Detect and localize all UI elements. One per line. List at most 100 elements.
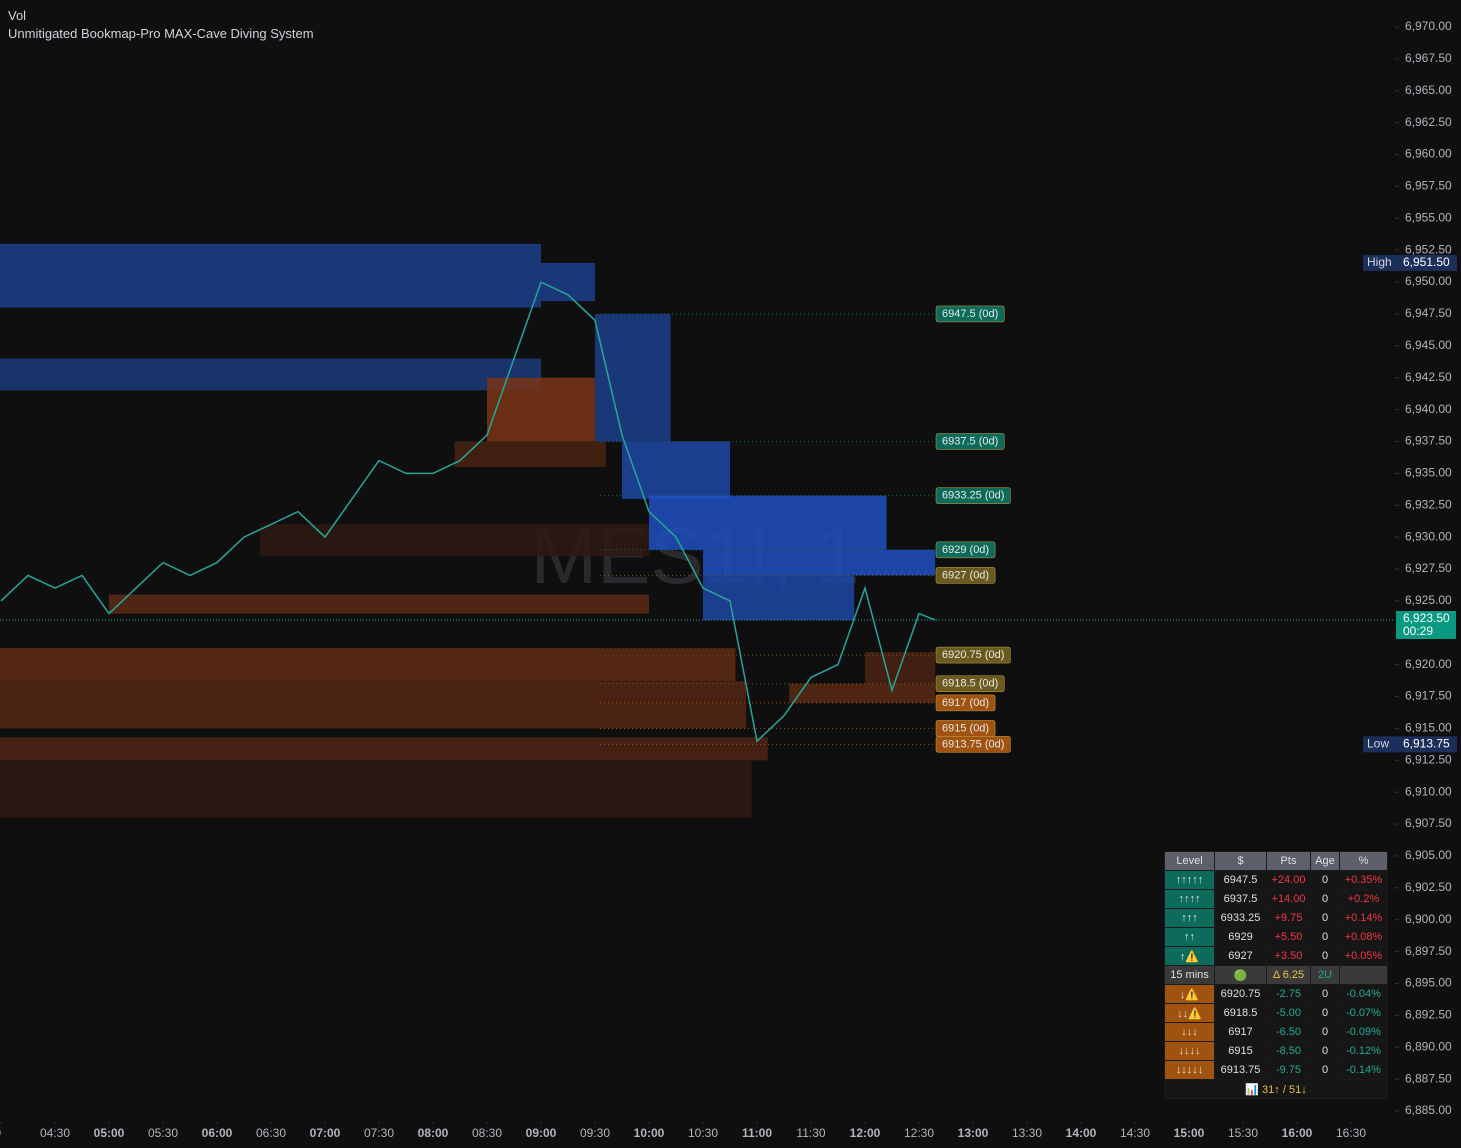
liquidity-zone [454,441,606,467]
x-tick-label: 12:00 [850,1126,881,1140]
y-tick-label: 6,965.00 [1405,83,1452,97]
liquidity-zone [109,594,649,614]
table-cell: +5.50 [1267,928,1310,946]
level-label: 6918.5 (0d) [942,678,998,690]
level-label: 6917 (0d) [942,697,989,709]
high-price: 6,951.50 [1403,255,1450,269]
table-cell: 0 [1311,1042,1339,1060]
level-badge-bg [935,694,996,712]
y-tick-label: 6,905.00 [1405,848,1452,862]
level-badge-bg [935,305,1005,323]
table-cell: 6915 [1215,1042,1266,1060]
table-cell: 0 [1311,928,1339,946]
y-tick-label: 6,892.50 [1405,1008,1452,1022]
table-cell: 0 [1311,1061,1339,1079]
liquidity-zone [649,495,887,550]
table-cell: ↓↓↓ [1165,1023,1214,1041]
level-badge-bg [935,736,1011,753]
liquidity-zone [0,243,541,308]
table-cell: Δ 6.25 [1267,966,1310,984]
level-badge: 6947.5 (0d) [935,305,1005,323]
liquidity-zone [0,737,768,761]
table-cell: -9.75 [1267,1061,1310,1079]
level-label: 6920.75 (0d) [942,649,1004,661]
price-axis-bg [1395,0,1461,1148]
y-tick-label: 6,962.50 [1405,115,1452,129]
liquidity-zone [703,549,936,576]
table-row: ↓⚠️ 6920.75 -2.75 0 -0.04% [1165,985,1387,1003]
level-label: 6933.25 (0d) [942,490,1004,502]
table-row: ↓↓↓↓↓ 6913.75 -9.75 0 -0.14% [1165,1061,1387,1079]
levels-table: Level $ Pts Age% ↑↑↑↑↑ 6947.5 +24.00 0 +0.35% ↑↑↑… [1164,851,1388,1099]
liquidity-zone [0,648,736,682]
low-price: 6,913.75 [1403,737,1450,751]
header-cell: $ [1215,852,1266,870]
y-tick-label: 6,952.50 [1405,242,1452,256]
low-label: Low [1367,737,1389,751]
y-tick-label: 6,937.50 [1405,434,1452,448]
table-row: ↑↑ 6929 +5.50 0 +0.08% [1165,928,1387,946]
y-tick-label: 6,957.50 [1405,179,1452,193]
liquidity-zone [0,358,541,391]
y-tick-label: 6,915.00 [1405,721,1452,735]
table-cell [1340,966,1387,984]
table-cell: 6913.75 [1215,1061,1266,1079]
table-cell: 0 [1311,985,1339,1003]
level-badge: 6917 (0d) [935,694,996,712]
countdown: 00:29 [1403,624,1433,638]
level-badge-bg [935,433,1005,450]
x-tick-label: 09:30 [580,1126,610,1140]
table-cell: 0 [1311,947,1339,965]
x-tick-label: 05:30 [148,1126,178,1140]
table-cell: 0 [1311,909,1339,927]
x-tick-label: 16:00 [1282,1126,1313,1140]
footer-cell: 📊 31↑ / 51↓ [1165,1080,1387,1098]
table-cell: -0.09% [1340,1023,1387,1041]
table-cell: 0 [1311,1023,1339,1041]
table-cell: ↓↓↓↓ [1165,1042,1214,1060]
y-tick-label: 6,927.50 [1405,561,1452,575]
x-tick-label: 14:00 [1066,1126,1097,1140]
liquidity-zone [622,441,730,499]
table-row: ↓↓↓↓ 6915 -8.50 0 -0.12% [1165,1042,1387,1060]
table-cell: -0.07% [1340,1004,1387,1022]
y-tick-label: 6,970.00 [1405,19,1452,33]
x-tick-label: 04:30 [40,1126,70,1140]
y-tick-label: 6,910.00 [1405,784,1452,798]
table-cell: +0.08% [1340,928,1387,946]
table-cell: -8.50 [1267,1042,1310,1060]
last-price-badge [1396,611,1456,640]
level-label: 6915 (0d) [942,722,989,734]
y-tick-label: 6,947.50 [1405,306,1452,320]
table-cell: 6947.5 [1215,871,1266,889]
table-cell: +0.05% [1340,947,1387,965]
table-cell: +14.00 [1267,890,1310,908]
table-cell: 6929 [1215,928,1266,946]
x-tick-label: 09:00 [526,1126,557,1140]
x-tick-label: 13:00 [958,1126,989,1140]
liquidity-zone [0,681,747,729]
header-cell: Age [1311,852,1339,870]
x-tick-label: 07:30 [364,1126,394,1140]
y-tick-label: 6,967.50 [1405,51,1452,65]
table-cell: +0.2% [1340,890,1387,908]
x-tick-label: 06:30 [256,1126,286,1140]
y-tick-label: 6,890.00 [1405,1039,1452,1053]
x-tick-label: 10:30 [688,1126,718,1140]
y-tick-label: 6,945.00 [1405,338,1452,352]
level-badge: 6915 (0d) [935,720,996,737]
subtitle: Unmitigated Bookmap-Pro MAX-Cave Diving … [8,26,314,41]
level-badge: 6933.25 (0d) [935,487,1011,504]
liquidity-zone [260,524,649,557]
x-tick-label: 14:30 [1120,1126,1150,1140]
x-tick-label: 07:00 [310,1126,341,1140]
table-cell: ↑⚠️ [1165,947,1214,965]
high-label: High [1367,255,1392,269]
level-badge: 6929 (0d) [935,541,996,559]
level-label: 6937.5 (0d) [942,435,998,447]
table-row: ↑↑↑↑ 6937.5 +14.00 0 +0.2% [1165,890,1387,908]
table-cell: +0.14% [1340,909,1387,927]
table-cell: 0 [1311,1004,1339,1022]
table-cell: ↓↓⚠️ [1165,1004,1214,1022]
